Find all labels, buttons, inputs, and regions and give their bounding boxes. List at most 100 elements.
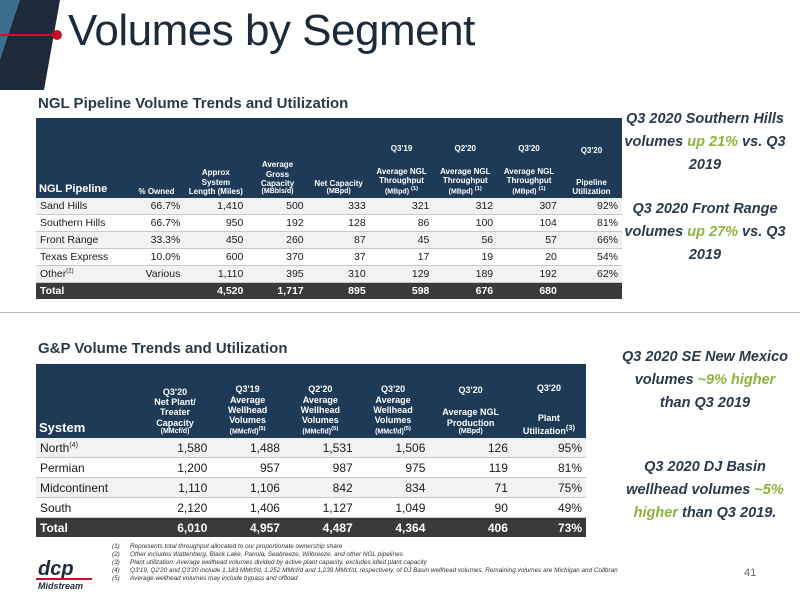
cell-q320: 307	[497, 198, 561, 215]
cell-owned: 10.0%	[128, 248, 185, 266]
cell-net: 87	[307, 231, 370, 249]
footnote-text: Q3'19, Q2'20 and Q3'20 include 1,183 MMc…	[130, 567, 618, 574]
table-row: South 2,120 1,406 1,127 1,049 90 49%	[36, 497, 586, 518]
cell-q320: 1,049	[356, 497, 430, 518]
page-number: 41	[744, 567, 757, 579]
table-row: Front Range 33.3% 450 260 87 45 56 57 66…	[36, 231, 622, 249]
col-header-period: Q3'19	[235, 384, 260, 395]
col-header-unit: (MMcf/d)	[229, 427, 259, 435]
cell-q319: 86	[369, 214, 434, 232]
col-header-net: Net Capacity (MBpd)	[307, 118, 370, 198]
highlight-text: than Q3 2019	[659, 395, 751, 412]
footnote-text: Other includes Wattenberg, Black Lake, P…	[130, 551, 403, 558]
highlight-front-range: Q3 2020 Front Range volumes up 27% vs. Q…	[620, 198, 790, 268]
total-row: Total 4,520 1,717 895 598 676 680	[36, 282, 622, 299]
cell-util: 75%	[511, 477, 586, 498]
col-header-q320-label: Average NGL Throughput	[503, 167, 555, 186]
col-header-capacity: Q3'20 Net Plant/ Treater Capacity (MMcf/…	[138, 364, 212, 438]
highlight-text: Q3 2020 DJ Basin wellhead volumes	[626, 459, 766, 499]
cell-q220: 4,487	[283, 517, 357, 537]
cell-util: 81%	[511, 457, 586, 478]
col-header-q319-label: Average NGL Throughput	[376, 167, 427, 186]
ngl-table-body: Sand Hills 66.7% 1,410 500 333 321 312 3…	[36, 198, 622, 299]
col-header-period: Q3'20	[380, 384, 406, 395]
footnote-ref: (1)	[474, 185, 482, 192]
cell-owned: Various	[128, 265, 185, 283]
cell-q319: 1,406	[211, 497, 284, 518]
col-header-unit: (MMcf/d)	[302, 427, 332, 435]
cell-system: North	[40, 440, 70, 455]
col-header-util-label: Pipeline Utilization	[572, 177, 611, 196]
col-header-period: Q3'20	[162, 386, 188, 397]
cell-length: 1,410	[184, 198, 248, 215]
cell-q320: 192	[497, 265, 561, 283]
cell-q220: 19	[433, 248, 498, 266]
gp-section-heading: G&P Volume Trends and Utilization	[38, 340, 288, 357]
cell-util	[560, 282, 622, 299]
cell-pipeline: Sand Hills	[40, 200, 88, 212]
cell-gross: 192	[247, 214, 308, 232]
highlight-southern-hills: Q3 2020 Southern Hills volumes up 21% vs…	[620, 108, 790, 178]
highlight-text: vs. Q3 2019	[688, 134, 786, 174]
cell-q320: 975	[356, 457, 430, 478]
highlight-text: vs. Q3 2019	[688, 224, 786, 264]
col-header-label: Average Wellhead Volumes	[227, 394, 268, 426]
footnote-ref: (1)	[411, 185, 419, 192]
col-header-gross-unit: (MBbls/d)	[261, 187, 294, 195]
highlight-dj-basin: Q3 2020 DJ Basin wellhead volumes ~5% hi…	[620, 456, 790, 526]
footnote-text: Average wellhead volumes may include byp…	[130, 575, 298, 582]
col-header-label: Average Wellhead Volumes	[300, 394, 340, 426]
col-header-util: Q3'20 Plant Utilization(3)	[511, 364, 586, 438]
logo-bar	[36, 578, 92, 580]
cell-owned	[128, 282, 185, 299]
col-header-length: Approx System Length (Miles)	[184, 118, 248, 198]
col-header-period: Q3'20	[536, 382, 562, 393]
cell-q319: 598	[369, 282, 434, 299]
footnote-ref: (1)	[538, 185, 546, 192]
cell-ngl: 119	[429, 457, 512, 478]
footnote-number: (5)	[112, 575, 120, 582]
col-header-label: Average Wellhead Volumes	[373, 394, 413, 426]
highlight-emphasis: up 21%	[687, 134, 739, 151]
cell-q220: 1,531	[283, 438, 357, 458]
cell-q320: 680	[497, 282, 561, 299]
cell-ngl: 71	[429, 477, 512, 498]
cell-q220: 1,127	[283, 497, 357, 518]
cell-capacity: 1,200	[138, 457, 212, 478]
gp-table: System Q3'20 Net Plant/ Treater Capacity…	[36, 364, 586, 537]
col-header-period: Q3'20	[458, 384, 483, 395]
cell-q319: 321	[369, 198, 434, 215]
col-header-q319-unit: (MBpd)	[384, 187, 410, 195]
dcp-midstream-logo: dcp Midstream	[36, 558, 92, 591]
cell-ngl: 90	[429, 497, 512, 518]
cell-util: 73%	[511, 517, 586, 537]
col-header-q320: Q3'20 Average NGL Throughput (MBpd) (1)	[497, 118, 561, 198]
cell-q220: 100	[433, 214, 498, 232]
highlight-text: than Q3 2019.	[677, 505, 777, 522]
footnote-ref: (4)	[69, 441, 78, 449]
table-row: Texas Express 10.0% 600 370 37 17 19 20 …	[36, 248, 622, 266]
cell-length: 600	[184, 248, 248, 266]
ngl-section-heading: NGL Pipeline Volume Trends and Utilizati…	[38, 95, 349, 112]
cell-ngl: 126	[429, 438, 512, 458]
cell-q319: 1,488	[211, 438, 284, 458]
col-header-q319: Q3'19 Average NGL Throughput (MBpd) (1)	[369, 118, 434, 198]
footnote-ref: (2)	[66, 268, 74, 275]
highlight-text: Q3 2020 Southern Hills volumes	[624, 111, 784, 151]
col-header-period: Q2'20	[308, 384, 333, 395]
logo-text-top: dcp	[38, 558, 74, 580]
cell-net: 333	[307, 198, 370, 215]
cell-q320: 4,364	[356, 517, 430, 537]
footnotes: (1) Represents total throughput allocated…	[112, 543, 652, 583]
cell-q319: 1,106	[211, 477, 284, 498]
footnote-ref: (3)	[565, 422, 576, 432]
footnote-text: Plant utilization: Average wellhead volu…	[130, 559, 427, 566]
cell-owned: 33.3%	[128, 231, 185, 249]
corner-decoration	[0, 0, 60, 90]
cell-q220: 987	[283, 457, 357, 478]
footnote-number: (4)	[112, 567, 120, 574]
col-header-unit: (MBpd)	[458, 427, 483, 435]
cell-length: 950	[184, 214, 248, 232]
col-header-q220-unit: (MBpd)	[448, 187, 473, 195]
cell-length: 4,520	[184, 282, 248, 299]
